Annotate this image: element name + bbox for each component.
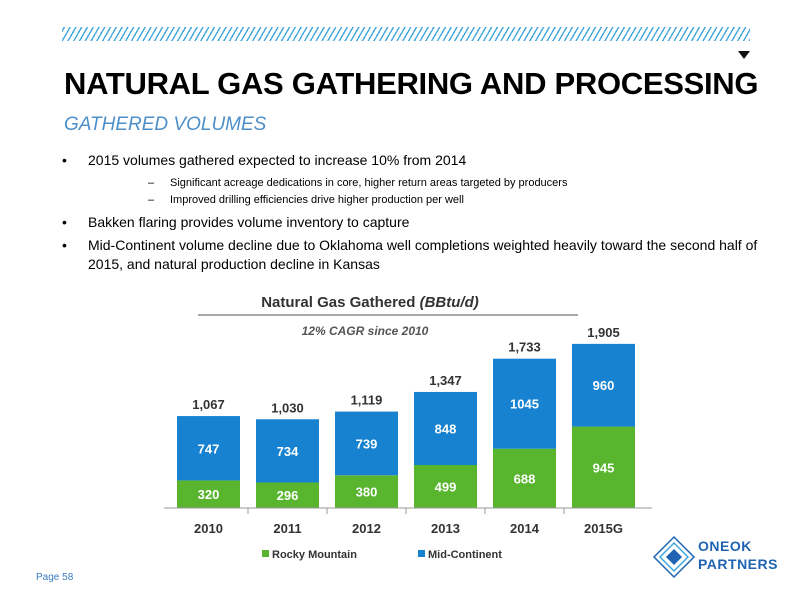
chart-title-text: Natural Gas Gathered	[261, 294, 415, 311]
bullet-text-continuation: 2015, and natural production decline in …	[88, 256, 380, 272]
bar-segment	[572, 426, 635, 508]
bar-segment	[335, 411, 398, 476]
bar-value-label: 945	[593, 460, 615, 475]
legend-swatch	[262, 550, 269, 557]
legend-label: Mid-Continent	[428, 549, 502, 561]
bullet-marker: •	[62, 237, 67, 253]
logo-line1: ONEOK	[698, 538, 752, 554]
bar-segment	[493, 448, 556, 508]
bullet-text: Bakken flaring provides volume inventory…	[88, 214, 410, 230]
legend-swatch	[418, 550, 425, 557]
bar-value-label: 747	[198, 441, 220, 456]
bars-group: 320 747 1,067 296 734 1,030 380 739 1,119 499 848 1…	[177, 325, 635, 508]
sub-bullet-marker: –	[148, 177, 155, 189]
bar-value-label: 380	[356, 485, 378, 500]
sub-bullet-marker: –	[148, 194, 155, 206]
sub-bullet-text: Significant acreage dedications in core,…	[170, 177, 568, 189]
page-title: NATURAL GAS GATHERING AND PROCESSING	[64, 66, 759, 101]
bar-value-label: 734	[277, 444, 299, 459]
triangle-marker-icon	[738, 51, 750, 59]
bar-segment	[177, 416, 240, 481]
bar-value-label: 739	[356, 436, 378, 451]
x-tick-label: 2014	[510, 521, 540, 536]
chart-title: Natural Gas Gathered (BBtu/d)	[261, 294, 479, 311]
bar-total-label: 1,347	[429, 373, 462, 388]
x-tick-label: 2012	[352, 521, 381, 536]
bar-segment	[572, 343, 635, 427]
bar-segment	[493, 358, 556, 449]
chart-legend: Rocky Mountain Mid-Continent	[262, 549, 502, 561]
bar-segment	[414, 391, 477, 466]
chart-annotation: 12% CAGR since 2010	[302, 324, 429, 338]
bar-value-label: 320	[198, 487, 220, 502]
sub-bullet-text: Improved drilling efficiencies drive hig…	[170, 194, 464, 206]
chart-title-unit: (BBtu/d)	[420, 294, 479, 311]
bar-segment	[335, 475, 398, 508]
bar-value-label: 499	[435, 480, 457, 495]
bar-value-label: 1045	[510, 397, 539, 412]
header-hatch-band	[62, 27, 750, 41]
x-tick-label: 2015G	[584, 521, 623, 536]
bar-value-label: 296	[277, 488, 299, 503]
bar-segment	[256, 482, 319, 508]
logo-line2: PARTNERS	[698, 556, 778, 572]
bar-total-label: 1,067	[192, 397, 225, 412]
bar-total-label: 1,905	[587, 325, 620, 340]
bar-segment	[414, 465, 477, 508]
x-tick-label: 2011	[273, 521, 301, 536]
x-tick-labels: 2010 2011 2012 2013 2014 2015G	[194, 508, 623, 536]
x-tick-label: 2010	[194, 521, 223, 536]
bullet-marker: •	[62, 152, 67, 168]
x-tick-label: 2013	[431, 521, 460, 536]
bar-segment	[256, 419, 319, 483]
page-number: Page 58	[36, 572, 74, 583]
oneok-partners-logo-icon	[652, 535, 696, 579]
bar-total-label: 1,030	[271, 400, 304, 415]
bar-value-label: 688	[514, 471, 536, 486]
bar-segment	[177, 480, 240, 508]
bullet-text: 2015 volumes gathered expected to increa…	[88, 152, 467, 168]
bullet-marker: •	[62, 214, 67, 230]
bullet-text: Mid-Continent volume decline due to Okla…	[88, 237, 758, 253]
legend-label: Rocky Mountain	[272, 549, 357, 561]
page-subtitle: GATHERED VOLUMES	[64, 114, 267, 135]
bar-total-label: 1,733	[508, 340, 541, 355]
bar-value-label: 848	[435, 421, 457, 436]
bar-total-label: 1,119	[351, 393, 383, 408]
bar-value-label: 960	[593, 378, 615, 393]
